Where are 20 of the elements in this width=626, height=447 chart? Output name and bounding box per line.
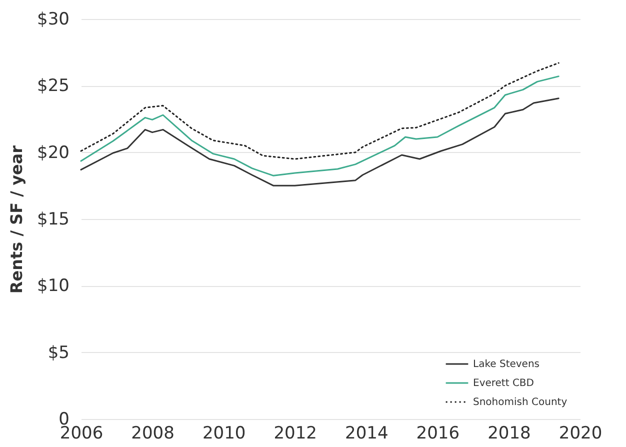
line-series (80, 62, 560, 160)
x-tick-label: 2008 (131, 424, 174, 444)
y-tick-label: $10 (37, 276, 70, 296)
y-tick-label: $25 (37, 76, 70, 96)
line-series (80, 76, 560, 176)
legend-label: Snohomish County (473, 397, 568, 408)
x-tick-label: 2020 (558, 424, 602, 444)
x-tick-label: 2012 (274, 424, 317, 444)
y-tick-label: $30 (37, 10, 70, 30)
x-tick-label: 2014 (345, 424, 388, 444)
legend-label: Lake Stevens (473, 359, 540, 370)
y-tick-label: $15 (37, 210, 70, 230)
y-tick-label: $5 (48, 342, 70, 363)
x-tick-label: 2016 (416, 424, 460, 444)
x-tick-label: 2010 (202, 424, 246, 444)
x-tick-label: 2018 (488, 424, 531, 444)
y-tick-label: $20 (37, 142, 70, 163)
line-series (80, 98, 560, 186)
legend-label: Everett CBD (473, 378, 534, 389)
y-axis-title: Rents / SF / year (7, 145, 26, 294)
